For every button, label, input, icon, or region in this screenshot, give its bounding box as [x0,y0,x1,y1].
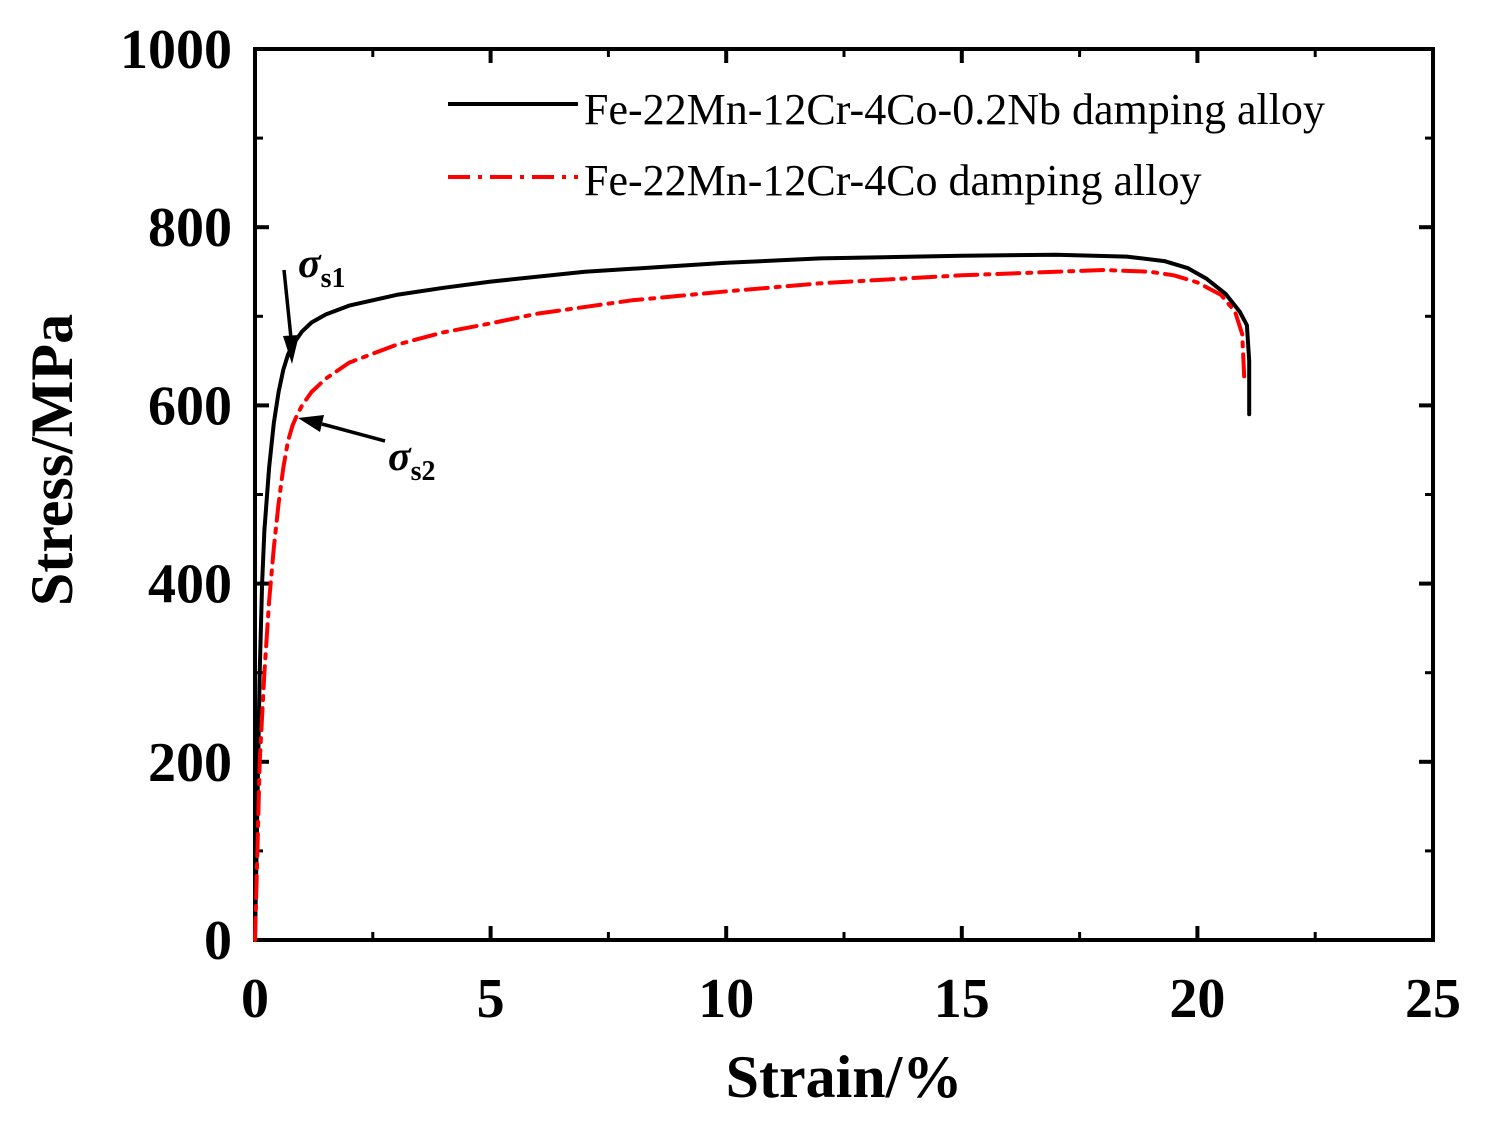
arrow-s2-shaft [321,422,386,443]
y-tick-labels: 0 200 400 600 800 1000 [120,19,232,972]
annotation-sigma-s1-label: σs1 [298,241,346,294]
y-axis-title: Stress/MPa [19,314,85,606]
y-tick-label: 1000 [120,19,232,81]
x-axis-title: Strain/% [726,1044,963,1110]
y-tick-label: 800 [148,197,232,259]
y-tick-label: 400 [148,554,232,616]
x-tick-label: 5 [477,968,505,1030]
y-tick-label: 600 [148,375,232,437]
x-tick-labels: 0 5 10 15 20 25 [241,968,1461,1030]
y-tick-label: 0 [204,910,232,972]
annotation-sigma-s2: σs2 [298,415,436,487]
series-layer [253,252,1252,942]
legend: Fe-22Mn-12Cr-4Co-0.2Nb damping alloy Fe-… [448,85,1325,205]
legend-label-nb: Fe-22Mn-12Cr-4Co-0.2Nb damping alloy [584,85,1325,134]
annotation-sigma-s2-label: σs2 [388,434,436,487]
axis-ticks [253,47,1435,942]
x-tick-label: 15 [934,968,990,1030]
series-line-0 [253,252,1252,942]
arrow-s1-head [283,335,299,364]
arrow-s1-shaft [282,269,293,339]
x-tick-label: 25 [1405,968,1461,1030]
annotation-sigma-s1: σs1 [282,241,346,364]
x-tick-label: 10 [698,968,754,1030]
arrow-s2-head [298,415,324,432]
y-tick-label: 200 [148,732,232,794]
x-tick-label: 0 [241,968,269,1030]
series-line-1 [253,268,1247,942]
legend-label-base: Fe-22Mn-12Cr-4Co damping alloy [584,156,1202,205]
x-tick-label: 20 [1169,968,1225,1030]
